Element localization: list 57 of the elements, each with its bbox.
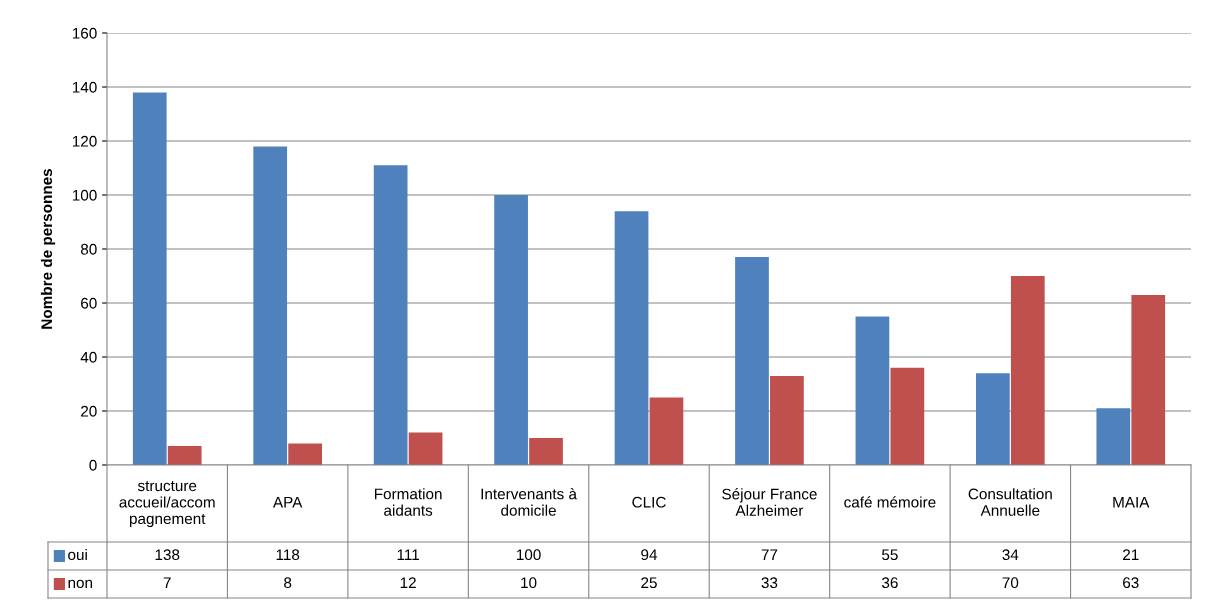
bar bbox=[373, 165, 408, 465]
bar bbox=[253, 146, 288, 465]
bar bbox=[890, 367, 925, 465]
bar bbox=[1096, 408, 1131, 465]
bar bbox=[1131, 294, 1166, 465]
x-tick-label: Séjour France Alzheimer bbox=[722, 488, 817, 516]
data-label: 100 bbox=[516, 549, 541, 561]
x-tick-label: CLIC bbox=[632, 496, 666, 508]
data-label: 63 bbox=[1123, 577, 1139, 589]
x-tick-label: APA bbox=[272, 496, 303, 508]
legend-label: non bbox=[68, 579, 93, 589]
data-label: 10 bbox=[521, 577, 537, 589]
data-label: 77 bbox=[761, 549, 778, 560]
y-tick-label: 60 bbox=[81, 297, 97, 309]
x-tick-label: Formation aidants bbox=[374, 488, 442, 516]
y-tick-label: 160 bbox=[72, 27, 97, 39]
data-label: 12 bbox=[400, 577, 416, 588]
data-label: 94 bbox=[641, 549, 658, 561]
data-label: 138 bbox=[155, 549, 180, 561]
data-label: 33 bbox=[761, 577, 778, 589]
data-label: 21 bbox=[1123, 549, 1139, 560]
bar bbox=[649, 397, 684, 465]
x-tick-label: structure accueil/accompagnement bbox=[119, 481, 215, 528]
data-label: 34 bbox=[1002, 549, 1019, 561]
bar bbox=[1010, 276, 1045, 465]
data-label: 118 bbox=[276, 549, 300, 561]
y-tick-label: 0 bbox=[89, 459, 97, 471]
y-tick-label: 140 bbox=[72, 81, 97, 93]
x-tick-label: Intervenants à domicile bbox=[481, 487, 577, 516]
bar bbox=[770, 375, 804, 465]
bar bbox=[408, 432, 443, 465]
data-label: 7 bbox=[163, 577, 171, 588]
x-tick-label: café mémoire bbox=[844, 496, 936, 508]
y-tick-label: 120 bbox=[72, 135, 97, 147]
bar bbox=[494, 195, 528, 465]
x-tick-label: MAIA bbox=[1113, 496, 1150, 508]
data-label: 8 bbox=[284, 577, 292, 589]
x-tick-label: Consultation Annuelle bbox=[968, 488, 1052, 516]
bar bbox=[288, 443, 322, 465]
y-axis-title: Nombre de personnes bbox=[40, 168, 56, 329]
y-tick-label: 80 bbox=[80, 243, 97, 255]
bar bbox=[167, 446, 202, 465]
bar bbox=[976, 373, 1010, 465]
y-tick-label: 20 bbox=[81, 405, 97, 417]
data-label: 25 bbox=[641, 577, 657, 589]
legend-label: oui bbox=[68, 548, 87, 561]
bar bbox=[614, 211, 649, 465]
y-tick-label: 40 bbox=[80, 351, 97, 363]
bar bbox=[735, 257, 769, 465]
y-tick-label: 100 bbox=[72, 189, 97, 201]
bar bbox=[132, 92, 167, 465]
bar bbox=[529, 438, 563, 465]
data-label: 36 bbox=[881, 577, 898, 589]
data-label: 111 bbox=[397, 549, 419, 560]
bar bbox=[855, 316, 890, 465]
data-label: 55 bbox=[882, 549, 898, 561]
data-label: 70 bbox=[1002, 577, 1019, 589]
